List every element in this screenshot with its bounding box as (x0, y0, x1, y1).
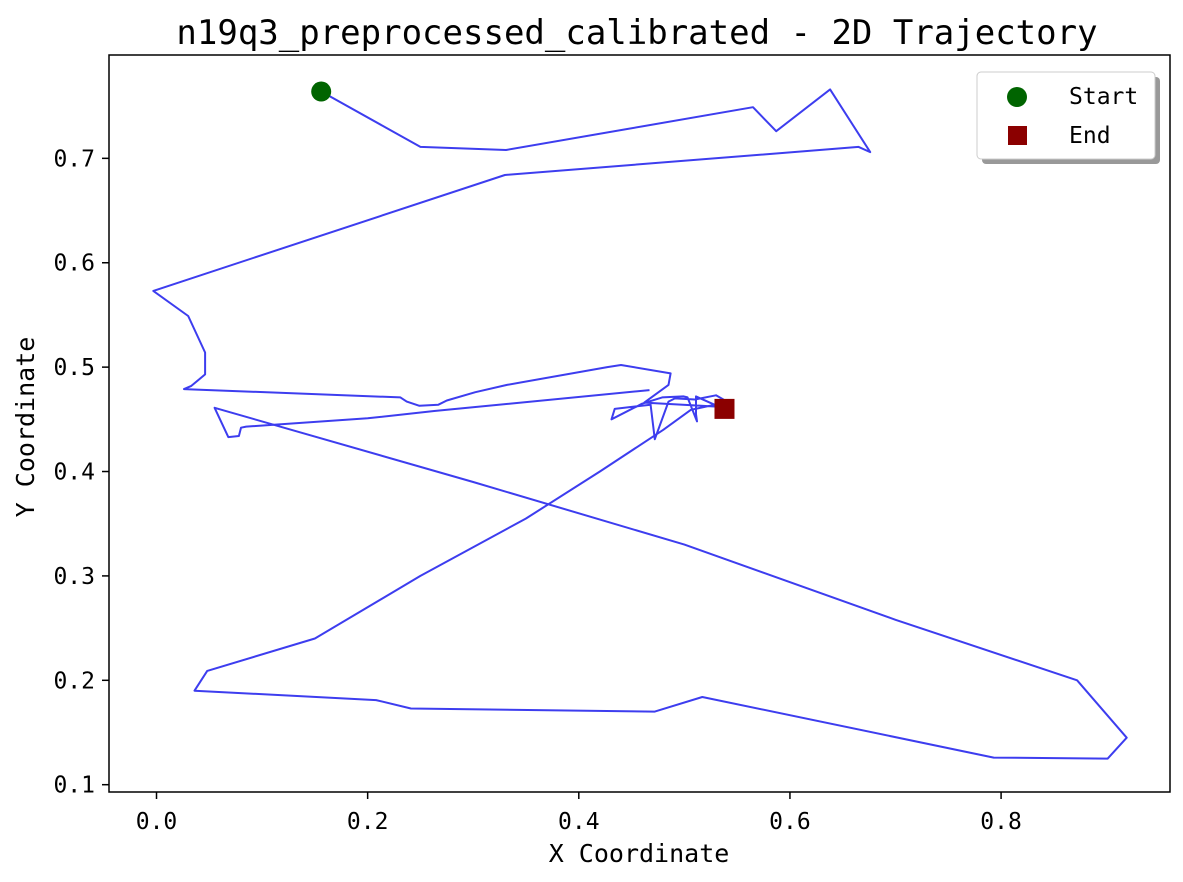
legend-start-marker (1007, 87, 1027, 107)
y-axis-label: Y Coordinate (11, 337, 40, 518)
plot-data (152, 81, 1128, 760)
y-tick-label: 0.7 (53, 146, 95, 172)
x-axis-ticks: 0.0 0.2 0.4 0.6 0.8 (136, 792, 1022, 835)
y-axis-ticks: 0.1 0.2 0.3 0.4 0.5 0.6 0.7 (53, 146, 109, 799)
y-tick-label: 0.5 (53, 355, 95, 381)
legend-start-label: Start (1069, 84, 1138, 110)
x-tick-label: 0.2 (347, 809, 389, 835)
x-tick-label: 0.4 (558, 809, 600, 835)
y-tick-label: 0.2 (53, 668, 95, 694)
legend: Start End (976, 71, 1160, 164)
y-tick-label: 0.1 (53, 773, 95, 799)
legend-end-marker (1008, 126, 1027, 145)
x-tick-label: 0.8 (980, 809, 1022, 835)
y-tick-label: 0.6 (53, 251, 95, 277)
start-marker (311, 81, 332, 102)
x-axis-label: X Coordinate (549, 839, 730, 868)
x-tick-label: 0.0 (136, 809, 178, 835)
trajectory-line (152, 88, 1128, 760)
y-tick-label: 0.3 (53, 564, 95, 590)
chart-title: n19q3_preprocessed_calibrated - 2D Traje… (176, 13, 1097, 53)
x-tick-label: 0.6 (769, 809, 811, 835)
legend-end-label: End (1069, 123, 1111, 149)
plot-frame (108, 54, 1171, 793)
y-tick-label: 0.4 (53, 460, 95, 486)
end-marker (714, 398, 735, 419)
